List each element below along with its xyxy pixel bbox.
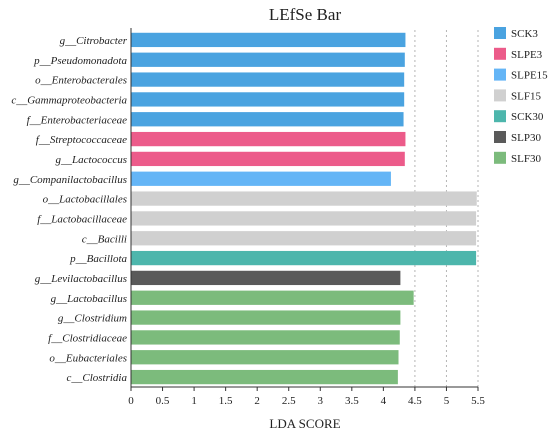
category-label-15: f__Clostridiaceae — [48, 332, 127, 344]
category-label-14: g__Clostridium — [58, 313, 127, 325]
legend-swatch-1 — [494, 47, 506, 60]
legend-label-3: SLF15 — [511, 90, 541, 102]
category-label-8: o__Lactobacillales — [43, 194, 127, 206]
category-label-4: f__Enterobacteriaceae — [27, 114, 128, 126]
bar-15 — [131, 330, 400, 345]
bar-1 — [131, 52, 405, 67]
legend-swatch-3 — [494, 89, 506, 102]
bar-11 — [131, 250, 477, 266]
x-axis: 0 0.5 1 1.5 2 2.5 3 3.5 4 4.5 5 5.5 — [128, 28, 485, 407]
bar-2 — [131, 72, 405, 87]
bar-8 — [131, 191, 477, 206]
x-tick-label-3: 1.5 — [219, 395, 233, 407]
category-label-9: f__Lactobacillaceae — [37, 213, 127, 225]
bar-7 — [131, 171, 391, 186]
x-tick-label-5: 2.5 — [282, 395, 296, 407]
bar-10 — [131, 231, 477, 246]
x-tick-label-6: 3 — [318, 395, 324, 407]
x-tick-label-0: 0 — [128, 395, 134, 407]
legend-swatch-6 — [494, 151, 506, 164]
x-tick-label-9: 4.5 — [408, 395, 422, 407]
x-tick-label-4: 2 — [254, 395, 260, 407]
legend: SCK3 SLPE3 SLPE15 SLF15 SCK30 SLP30 SLF30 — [494, 27, 548, 165]
legend-swatch-5 — [494, 131, 506, 143]
bar-0 — [131, 32, 406, 48]
category-label-11: p__Bacillota — [69, 253, 127, 265]
category-label-13: g__Lactobacillus — [51, 293, 127, 305]
x-tick-label-11: 5.5 — [471, 395, 485, 407]
legend-swatch-4 — [494, 110, 506, 123]
legend-label-5: SLP30 — [511, 132, 541, 144]
grid-lines — [414, 30, 479, 387]
legend-label-1: SLPE3 — [511, 49, 543, 61]
category-labels: g__Citrobacter p__Pseudomonadota o__Entero… — [11, 35, 127, 384]
bar-14 — [131, 310, 401, 325]
legend-swatch-0 — [494, 27, 506, 39]
bar-12 — [131, 270, 401, 286]
bar-4 — [131, 112, 404, 127]
bar-9 — [131, 211, 477, 226]
category-label-5: f__Streptococcaceae — [36, 134, 127, 146]
bar-16 — [131, 350, 399, 365]
legend-label-6: SLF30 — [511, 153, 541, 165]
category-label-10: c__Bacilli — [82, 233, 127, 245]
category-label-6: g__Lactococcus — [56, 154, 127, 166]
x-tick-label-2: 1 — [191, 395, 197, 407]
chart-title: LEfSe Bar — [269, 5, 342, 24]
category-label-0: g__Citrobacter — [60, 35, 128, 47]
category-label-12: g__Levilactobacillus — [35, 273, 127, 285]
legend-label-2: SLPE15 — [511, 70, 548, 82]
legend-label-0: SCK3 — [511, 28, 538, 40]
x-tick-label-1: 0.5 — [156, 395, 170, 407]
bar-13 — [131, 290, 414, 305]
bar-6 — [131, 151, 405, 167]
category-label-3: c__Gammaproteobacteria — [11, 94, 127, 106]
x-tick-label-7: 3.5 — [345, 395, 359, 407]
category-label-1: p__Pseudomonadota — [33, 55, 127, 67]
category-label-16: o__Eubacteriales — [49, 352, 127, 364]
bar-3 — [131, 92, 405, 107]
category-label-7: g__Companilactobacillus — [13, 174, 127, 186]
x-tick-label-10: 5 — [444, 395, 450, 407]
bar-5 — [131, 131, 406, 147]
x-axis-title: LDA SCORE — [269, 416, 340, 431]
x-tick-label-8: 4 — [381, 395, 387, 407]
legend-label-4: SCK30 — [511, 111, 544, 123]
legend-swatch-2 — [494, 68, 506, 81]
bar-17 — [131, 369, 398, 385]
bars — [131, 32, 477, 385]
category-label-17: c__Clostridia — [66, 372, 127, 384]
category-label-2: o__Enterobacterales — [35, 75, 127, 87]
